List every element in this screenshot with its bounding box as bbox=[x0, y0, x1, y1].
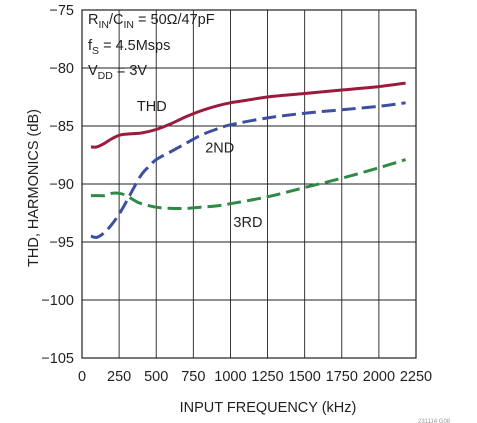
x-tick-label: 1500 bbox=[289, 369, 321, 385]
series-annotations: THD 2ND 3RD bbox=[137, 99, 263, 231]
y-tick-label: −75 bbox=[49, 3, 74, 19]
x-tick-label: 0 bbox=[78, 369, 86, 385]
annotation-2nd: 2ND bbox=[205, 141, 234, 157]
annotation-3rd: 3RD bbox=[233, 215, 262, 231]
x-tick-label: 1250 bbox=[251, 369, 283, 385]
x-tick-label: 2000 bbox=[363, 369, 395, 385]
y-tick-label: −100 bbox=[41, 293, 74, 309]
x-tick-label: 1000 bbox=[214, 369, 246, 385]
y-tick-label: −95 bbox=[49, 235, 74, 251]
series-line-2nd bbox=[90, 101, 406, 239]
grid-lines bbox=[82, 9, 416, 359]
x-tick-labels: 0 250 500 750 1000 1250 1500 1750 2000 2250 bbox=[78, 369, 432, 385]
x-tick-label: 1750 bbox=[326, 369, 358, 385]
condition-rin-cin: RIN/CIN = 50Ω/47pF bbox=[88, 12, 215, 31]
condition-sample-rate: fS = 4.5Msps bbox=[88, 38, 170, 57]
figure-id: 231114 G08 bbox=[418, 419, 451, 423]
x-tick-label: 250 bbox=[107, 369, 131, 385]
plot-frame bbox=[81, 9, 417, 359]
series-line-3rd bbox=[90, 158, 407, 211]
y-axis-title: THD, HARMONICS (dB) bbox=[26, 109, 42, 267]
x-tick-label: 750 bbox=[181, 369, 205, 385]
y-tick-label: −90 bbox=[49, 177, 74, 193]
series-line-thd bbox=[90, 81, 406, 149]
x-axis-title: INPUT FREQUENCY (kHz) bbox=[180, 400, 357, 416]
condition-supply-voltage: VDD = 3V bbox=[88, 63, 147, 82]
conditions-block: RIN/CIN = 50Ω/47pF fS = 4.5Msps VDD = 3V bbox=[88, 12, 215, 82]
y-tick-labels: −75 −80 −85 −90 −95 −100 −105 bbox=[41, 3, 74, 367]
x-tick-label: 500 bbox=[144, 369, 168, 385]
data-series bbox=[90, 81, 407, 239]
y-tick-label: −105 bbox=[41, 351, 74, 367]
y-tick-label: −85 bbox=[49, 119, 74, 135]
annotation-thd: THD bbox=[137, 99, 167, 115]
y-tick-label: −80 bbox=[49, 61, 74, 77]
x-tick-label: 2250 bbox=[400, 369, 432, 385]
